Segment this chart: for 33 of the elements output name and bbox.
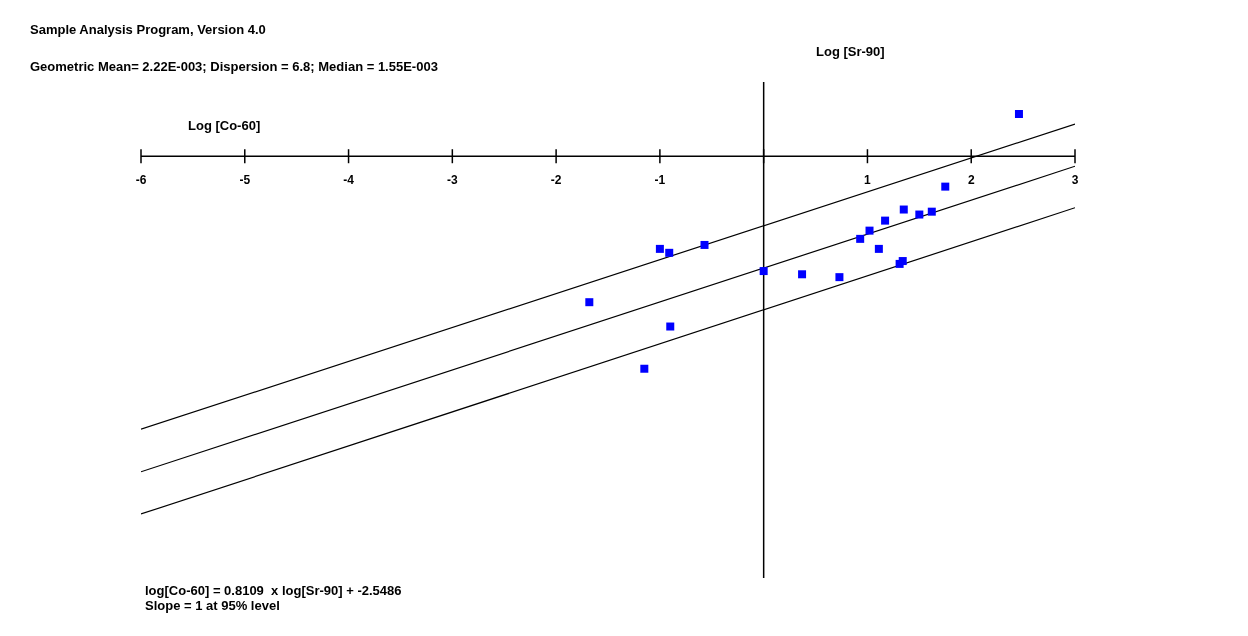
point	[915, 210, 924, 219]
chart-title: Sample Analysis Program, Version 4.0	[30, 22, 266, 37]
point	[881, 216, 890, 225]
point	[655, 244, 664, 253]
point	[835, 273, 844, 282]
point	[899, 205, 908, 214]
x-tick-label: 1	[864, 173, 872, 188]
point	[798, 270, 807, 279]
point	[666, 322, 675, 331]
x-axis-title: Log [Co-60]	[188, 118, 261, 134]
point	[941, 182, 950, 191]
x-tick-label: 3	[1071, 173, 1079, 188]
text: Slope = 1 at 95% level	[145, 598, 281, 613]
x-tick-label: -4	[343, 173, 355, 188]
point	[585, 298, 594, 307]
point	[874, 244, 883, 253]
x-tick-label: -6	[135, 173, 147, 188]
point	[856, 234, 865, 243]
x-tick-label: -3	[447, 173, 458, 188]
point	[640, 364, 649, 373]
x-tick-label: 2	[967, 173, 975, 188]
point	[759, 267, 768, 276]
text: log[Co-60] = 0.8109 x log[Sr-90] + -2.5486	[145, 583, 402, 598]
point	[665, 248, 674, 257]
point	[927, 207, 936, 216]
point	[700, 240, 709, 249]
x-tick-label: -2	[550, 173, 562, 188]
y-axis-title: Log [Sr-90]	[816, 44, 885, 59]
point	[865, 226, 874, 235]
x-tick-label: -1	[654, 173, 666, 188]
point	[1014, 110, 1023, 118]
chart-subtitle: Geometric Mean= 2.22E-003; Dispersion = 6.8; Median = 1.55E-003	[30, 59, 438, 74]
x-tick-label: -5	[239, 173, 251, 188]
